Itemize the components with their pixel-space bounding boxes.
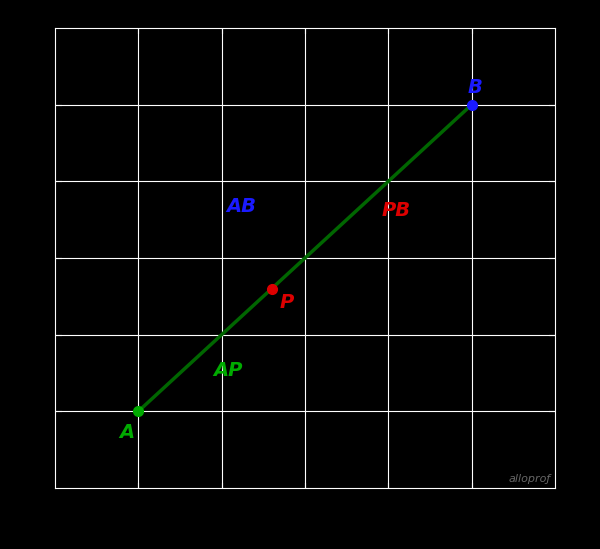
- Text: B: B: [467, 78, 482, 97]
- Text: A: A: [119, 423, 134, 442]
- Text: alloproƒ: alloproƒ: [509, 474, 551, 484]
- Text: AP: AP: [214, 361, 243, 380]
- Text: PB: PB: [382, 200, 411, 220]
- Text: AB: AB: [226, 197, 256, 216]
- Text: P: P: [280, 293, 294, 311]
